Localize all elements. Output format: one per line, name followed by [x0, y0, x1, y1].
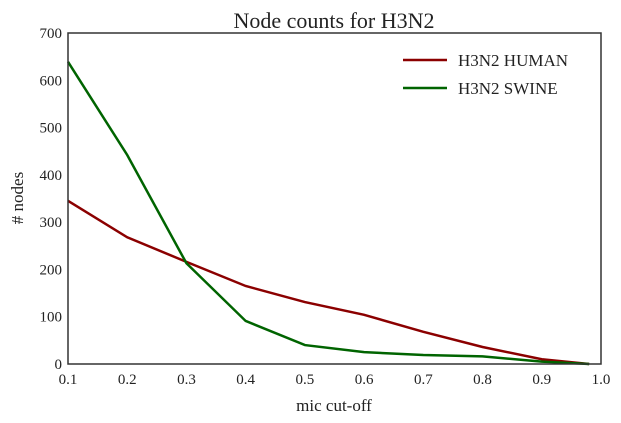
y-tick-label: 700: [40, 26, 63, 42]
y-tick-label: 200: [40, 262, 63, 278]
x-tick-label: 0.9: [532, 372, 551, 388]
x-tick-label: 0.7: [414, 372, 433, 388]
x-tick-label: 0.6: [355, 372, 374, 388]
series-line-h3n2-human: [67, 199, 590, 366]
y-tick-label: 600: [40, 73, 63, 89]
x-tick-label: 0.4: [236, 372, 255, 388]
legend: H3N2 HUMAN H3N2 SWINE: [403, 51, 568, 98]
x-axis-label: mic cut-off: [296, 396, 372, 415]
y-tick-label: 500: [40, 121, 63, 137]
series-line-h3n2-swine: [66, 61, 590, 366]
x-tick-label: 0.5: [296, 372, 315, 388]
chart-title: Node counts for H3N2: [233, 8, 434, 33]
plot-frame: [67, 32, 602, 365]
y-tick-label: 100: [40, 310, 63, 326]
y-tick-label: 400: [40, 168, 63, 184]
x-tick-label: 1.0: [592, 372, 611, 388]
legend-label: H3N2 SWINE: [458, 79, 558, 98]
x-tick-label: 0.1: [59, 372, 78, 388]
x-tick-label: 0.2: [118, 372, 137, 388]
y-tick-label: 300: [40, 215, 63, 231]
x-tick-label: 0.8: [473, 372, 492, 388]
y-tick-label: 0: [55, 357, 63, 373]
x-tick-label: 0.3: [177, 372, 196, 388]
legend-label: H3N2 HUMAN: [458, 51, 568, 70]
y-axis-label: # nodes: [8, 172, 27, 224]
